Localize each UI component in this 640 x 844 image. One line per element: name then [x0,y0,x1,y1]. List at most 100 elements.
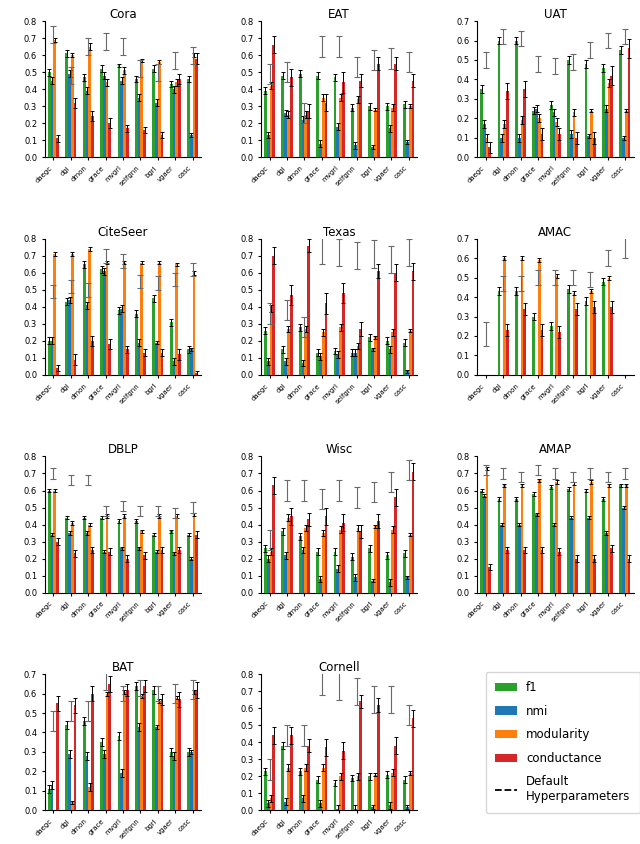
Bar [282,75,284,157]
Bar [195,690,198,810]
Bar [74,360,76,375]
Bar [360,329,362,375]
Bar [299,73,301,157]
Bar [590,291,593,375]
Bar [403,105,406,157]
Bar [193,273,195,375]
Bar [371,349,374,375]
Bar [267,361,269,375]
Bar [575,309,579,375]
Bar [68,300,71,375]
Bar [518,138,520,157]
Bar [538,118,541,157]
Bar [593,307,596,375]
Bar [284,113,287,157]
Bar [65,725,68,810]
Bar [187,535,190,592]
Bar [71,803,74,810]
Bar [109,123,111,157]
Bar [307,519,310,592]
Bar [506,550,509,592]
Bar [91,116,94,157]
Bar [290,295,292,375]
Bar [290,735,292,810]
Bar [175,697,178,810]
Bar [190,559,193,592]
Bar [620,485,622,592]
Bar [351,557,354,592]
Bar [155,552,158,592]
Title: AMAP: AMAP [539,443,572,457]
Bar [486,138,488,157]
Bar [152,690,155,810]
Bar [369,338,371,375]
Bar [354,577,356,592]
Bar [558,332,561,375]
Bar [56,703,59,810]
Bar [607,485,611,592]
Bar [68,73,71,157]
Bar [392,333,394,375]
Bar [351,353,354,375]
Bar [588,136,590,157]
Bar [394,63,397,157]
Bar [103,552,106,592]
Bar [567,489,570,592]
Bar [520,120,524,157]
Bar [190,752,193,810]
Bar [360,532,362,592]
Bar [51,81,54,157]
Bar [524,309,526,375]
Bar [190,135,193,157]
Title: UAT: UAT [544,8,567,21]
Bar [506,91,509,157]
Bar [406,142,409,157]
Bar [170,532,173,592]
Bar [175,516,178,592]
Bar [74,554,76,592]
Bar [269,309,273,375]
Bar [100,68,103,157]
Bar [56,138,59,157]
Bar [500,138,503,157]
Bar [319,803,322,810]
Bar [193,692,195,810]
Bar [178,550,181,592]
Bar [371,581,374,592]
Bar [377,63,380,157]
Bar [356,528,360,592]
Bar [264,771,267,810]
Bar [305,768,307,810]
Bar [284,802,287,810]
Bar [173,361,175,375]
Bar [190,349,193,375]
Bar [377,271,380,375]
Bar [187,79,190,157]
Bar [56,368,59,375]
Bar [342,83,345,157]
Bar [71,254,74,375]
Bar [267,559,269,592]
Bar [54,490,56,592]
Bar [158,262,161,375]
Bar [143,353,146,375]
Bar [322,533,324,592]
Bar [83,264,86,375]
Bar [324,516,328,592]
Bar [392,773,394,810]
Bar [158,516,161,592]
Bar [109,344,111,375]
Bar [287,115,290,157]
Bar [106,83,109,157]
Bar [178,79,181,157]
Bar [409,106,412,157]
Bar [575,559,579,592]
Bar [538,260,541,375]
Title: AMAC: AMAC [538,226,572,239]
Bar [483,495,486,592]
Bar [333,77,337,157]
Legend: f1, nmi, modularity, conductance, Default
Hyperparameters: f1, nmi, modularity, conductance, Defaul… [486,672,640,813]
Bar [305,329,307,375]
Bar [187,349,190,375]
Bar [322,768,324,810]
